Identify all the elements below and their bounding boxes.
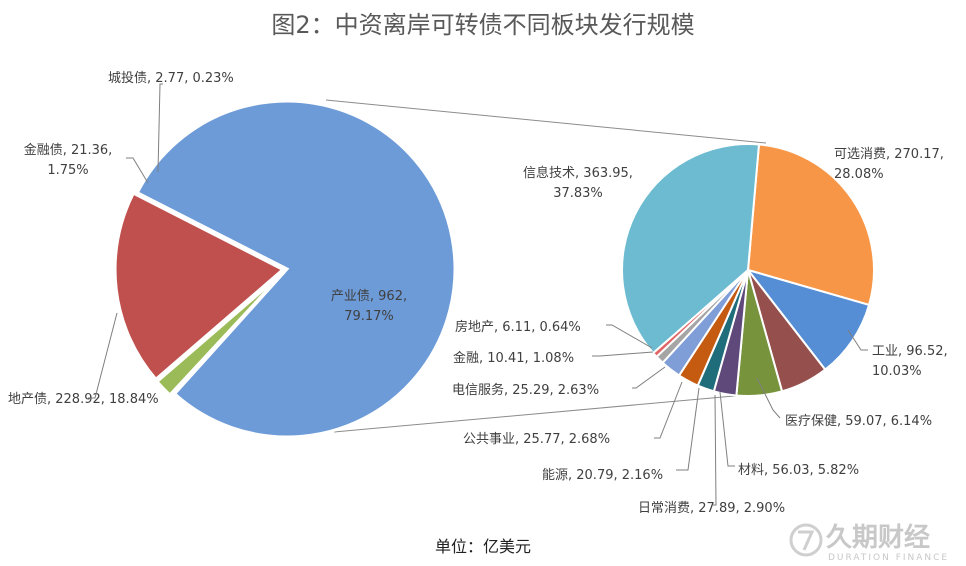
data-label-金融债: 金融债, 21.36, 1.75%: [24, 142, 113, 178]
leader-line-金融: [592, 351, 654, 357]
data-label-产业债: 产业债, 962, 79.17%: [331, 289, 407, 324]
data-label-房地产: 房地产, 6.11, 0.64%: [455, 319, 581, 335]
leader-line-地产债: [88, 312, 118, 399]
data-label-材料: 材料, 56.03, 5.82%: [738, 463, 859, 478]
connector-lines: [325, 99, 767, 433]
connector-bottom: [333, 394, 746, 433]
watermark-en: DURATION FINANCE: [828, 553, 949, 563]
data-label-日常消费: 日常消费, 27.89, 2.90%: [638, 501, 785, 516]
data-label-可选消费: 可选消费, 270.17, 28.08%: [834, 147, 944, 182]
connector-top: [325, 99, 767, 144]
chart-title: 图2：中资离岸可转债不同板块发行规模: [271, 11, 694, 39]
data-labels: 产业债, 962, 79.17% 城投债, 2.77, 0.23% 金融债, 21.3…: [8, 70, 948, 516]
unit-label: 单位：亿美元: [435, 537, 531, 556]
data-label-地产债: 地产债, 228.92, 18.84%: [8, 392, 159, 407]
slice-可选消费: [746, 143, 875, 307]
leader-line-材料: [719, 391, 735, 467]
slice-产业债: [135, 99, 457, 439]
data-label-电信服务: 电信服务, 25.29, 2.63%: [452, 382, 599, 398]
leader-line-能源: [676, 387, 700, 471]
leader-line-金融债: [126, 157, 149, 184]
data-label-能源: 能源, 20.79, 2.16%: [542, 468, 663, 483]
data-label-信息技术: 信息技术, 363.95, 37.83%: [523, 165, 633, 201]
slice-金融债: [154, 270, 286, 398]
watermark: 久期财经 DURATION FINANCE: [789, 522, 949, 563]
watermark-logo-icon: [789, 523, 823, 557]
data-label-工业: 工业, 96.52, 10.03%: [872, 344, 948, 379]
leader-line-医疗保健: [756, 377, 781, 419]
main-pie: [113, 99, 457, 439]
leader-line-日常消费: [713, 394, 717, 506]
data-label-医疗保健: 医疗保健, 59.07, 6.14%: [785, 414, 932, 429]
leader-line-公共事业: [654, 381, 683, 439]
leader-line-房地产: [606, 324, 653, 349]
data-label-公共事业: 公共事业, 25.77, 2.68%: [463, 432, 610, 447]
breakdown-pie: [620, 143, 875, 397]
leader-line-电信服务: [632, 366, 666, 389]
watermark-cn: 久期财经: [826, 522, 930, 553]
leader-line-工业: [847, 329, 868, 351]
slice-工业: [745, 268, 871, 371]
data-label-城投债: 城投债, 2.77, 0.23%: [108, 70, 234, 86]
data-label-金融: 金融, 10.41, 1.08%: [453, 350, 574, 366]
slice-信息技术: [620, 143, 761, 355]
leader-line-城投债: [157, 83, 163, 173]
slice-地产债: [113, 191, 286, 382]
